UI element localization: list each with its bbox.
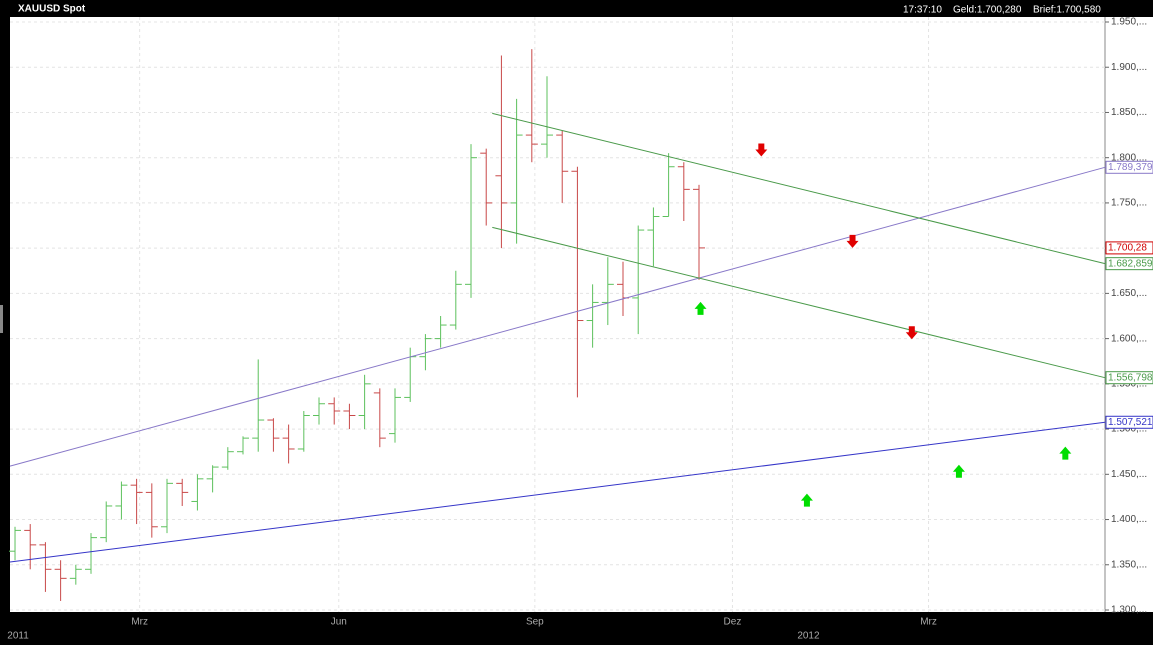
y-tick-label: 1.300,... [1111, 605, 1147, 616]
trend-line [492, 112, 1106, 265]
trend-line [9, 166, 1106, 467]
y-tick-label: 1.850,... [1111, 107, 1147, 118]
buy-arrow [800, 493, 813, 507]
y-tick-label: 1.750,... [1111, 198, 1147, 209]
y-tick-label: 1.800,... [1111, 152, 1147, 163]
price-tag [1105, 415, 1153, 429]
price-tag-label: 1.682,859 [1108, 258, 1153, 269]
buy-arrow [1059, 446, 1072, 460]
y-tick-label: 1.500,... [1111, 424, 1147, 435]
x-tick-label: Jun [331, 617, 347, 628]
plot-area [10, 17, 1105, 612]
sell-arrow [755, 143, 768, 157]
x-tick-label: Mrz [920, 617, 937, 628]
y-tick-label: 1.600,... [1111, 333, 1147, 344]
price-tag-label: 1.556,798 [1108, 372, 1153, 383]
price-axis [1105, 17, 1153, 612]
x-tick-label: Mrz [131, 617, 148, 628]
x-year-label: 2011 [7, 631, 29, 642]
buy-arrow [952, 464, 965, 478]
y-tick-label: 1.400,... [1111, 514, 1147, 525]
ask: Brief:1.700,580 [1033, 5, 1101, 16]
trend-line [9, 421, 1106, 563]
buy-arrow [694, 301, 707, 315]
price-tag [1105, 241, 1153, 255]
y-tick-label: 1.350,... [1111, 559, 1147, 570]
y-tick-label: 1.650,... [1111, 288, 1147, 299]
price-tag-label: 1.700,28 [1108, 243, 1147, 254]
symbol: XAUUSD Spot [18, 4, 86, 15]
trend-line [492, 226, 1106, 379]
y-tick-label: 1.950,... [1111, 17, 1147, 28]
bid: Geld:1.700,280 [953, 5, 1022, 16]
y-tick-label: 1.900,... [1111, 62, 1147, 73]
price-tag-label: 1.789,379 [1108, 162, 1153, 173]
side-handle [0, 305, 3, 333]
x-tick-label: Dez [724, 617, 742, 628]
price-tag [1105, 160, 1153, 174]
y-tick-label: 1.450,... [1111, 469, 1147, 480]
sell-arrow [846, 234, 859, 248]
price-tag [1105, 257, 1153, 271]
sell-arrow [905, 326, 918, 340]
price-tag-label: 1.507,521 [1108, 417, 1153, 428]
price-tag [1105, 371, 1153, 385]
clock: 17:37:10 [903, 5, 942, 16]
x-year-label: 2012 [797, 631, 820, 642]
x-tick-label: Sep [526, 617, 544, 628]
